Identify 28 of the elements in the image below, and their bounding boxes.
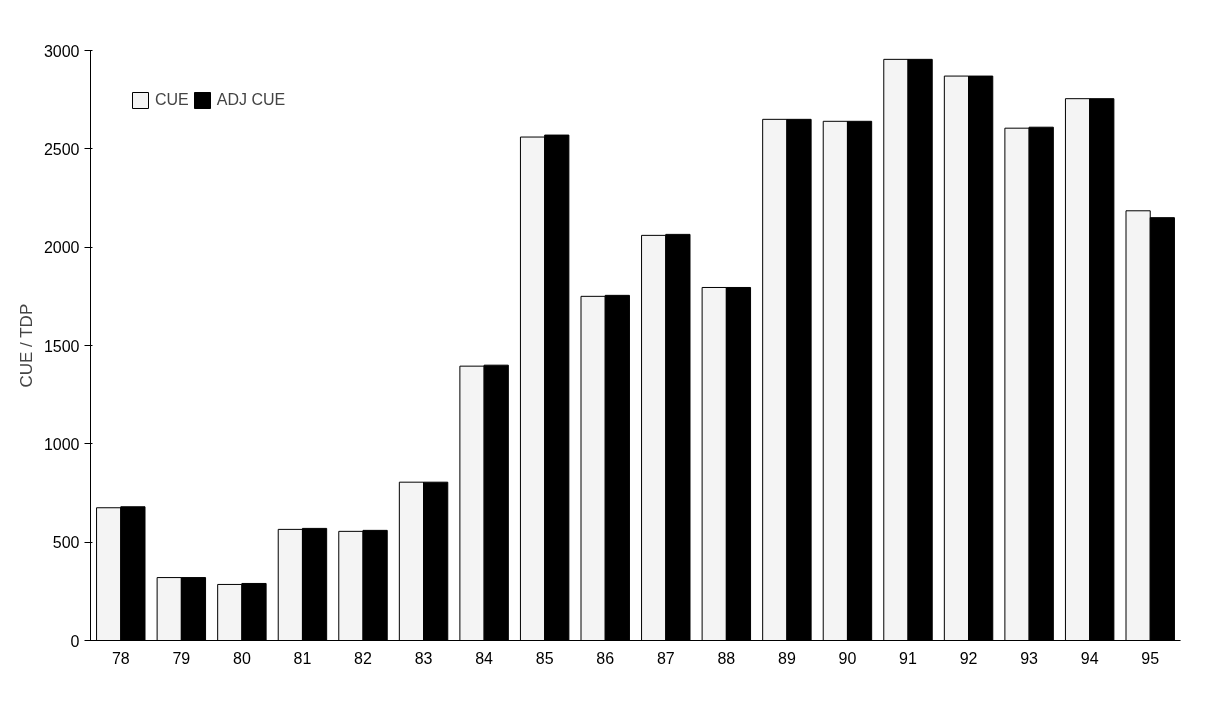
x-tick-label: 85 [535,649,554,667]
y-tick-label: 1000 [43,435,80,453]
x-tick-label: 81 [293,649,312,667]
x-tick-label: 84 [475,649,494,667]
y-tick-label: 3000 [43,42,80,60]
y-tick-label: 2000 [43,239,80,257]
x-tick-label: 90 [838,649,857,667]
x-tick-label: 82 [354,649,372,667]
x-tick-label: 91 [899,649,917,667]
x-tick-label: 80 [232,649,251,667]
y-tick-label: 2500 [43,140,80,158]
x-tick-label: 83 [414,649,433,667]
x-tick-label: 88 [717,649,736,667]
y-tick-label: 500 [52,534,80,552]
x-tick-label: 86 [596,649,615,667]
x-tick-label: 93 [1020,649,1039,667]
x-tick-label: 89 [777,649,796,667]
legend-label: CUE [155,91,189,109]
x-tick-label: 79 [172,649,191,667]
legend-label: ADJ CUE [216,91,286,109]
x-tick-label: 94 [1080,649,1099,667]
y-tick-label: 1500 [43,337,80,355]
x-tick-label: 87 [656,649,675,667]
y-axis-title: CUE / TDP [16,303,36,388]
x-tick-label: 95 [1141,649,1160,667]
x-tick-label: 78 [111,649,130,667]
x-tick-label: 92 [959,649,978,667]
y-tick-label: 0 [70,632,80,650]
